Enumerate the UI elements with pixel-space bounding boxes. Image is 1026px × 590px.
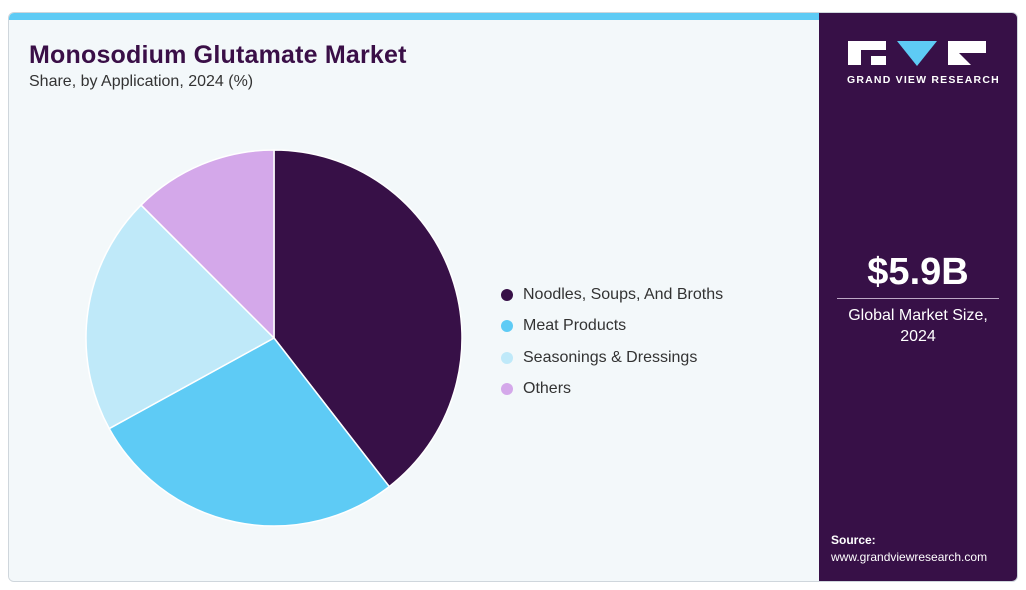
gvr-logo-icon (848, 41, 986, 66)
divider (837, 298, 999, 299)
pie-chart (85, 149, 463, 527)
legend: Noodles, Soups, And Broths Meat Products S… (501, 279, 723, 405)
legend-label: Noodles, Soups, And Broths (523, 285, 724, 303)
legend-item: Seasonings & Dressings (501, 342, 723, 374)
legend-item: Others (501, 374, 723, 406)
legend-label: Meat Products (523, 317, 627, 335)
legend-swatch (501, 288, 513, 301)
source-link[interactable]: www.grandviewresearch.com (831, 550, 988, 564)
legend-swatch (501, 320, 513, 333)
legend-item: Meat Products (501, 311, 723, 343)
info-sidebar: GRAND VIEW RESEARCH $5.9B Global Market … (819, 13, 1017, 581)
report-card: Monosodium Glutamate Market Share, by Ap… (8, 12, 1018, 582)
pie-slice-1 (108, 337, 391, 527)
market-size-label: Global Market Size, 2024 (848, 307, 988, 345)
legend-swatch (501, 383, 513, 396)
pie-slice-0 (273, 149, 463, 488)
chart-subtitle: Share, by Application, 2024 (%) (29, 73, 254, 90)
chart-panel: Monosodium Glutamate Market Share, by Ap… (9, 13, 819, 581)
chart-title: Monosodium Glutamate Market (29, 41, 407, 69)
market-size-value: $5.9B (867, 251, 969, 293)
legend-item: Noodles, Soups, And Broths (501, 279, 723, 311)
source-label: Source: (831, 533, 876, 547)
accent-bar (9, 13, 819, 20)
pie-slice-3 (140, 149, 275, 340)
brand-logo: GRAND VIEW RESEARCH (847, 40, 1000, 86)
legend-label: Seasonings & Dressings (523, 348, 698, 366)
logo-text: GRAND VIEW RESEARCH (847, 74, 1000, 86)
pie-slice-2 (85, 204, 276, 430)
legend-label: Others (523, 380, 572, 398)
legend-swatch (501, 351, 513, 364)
